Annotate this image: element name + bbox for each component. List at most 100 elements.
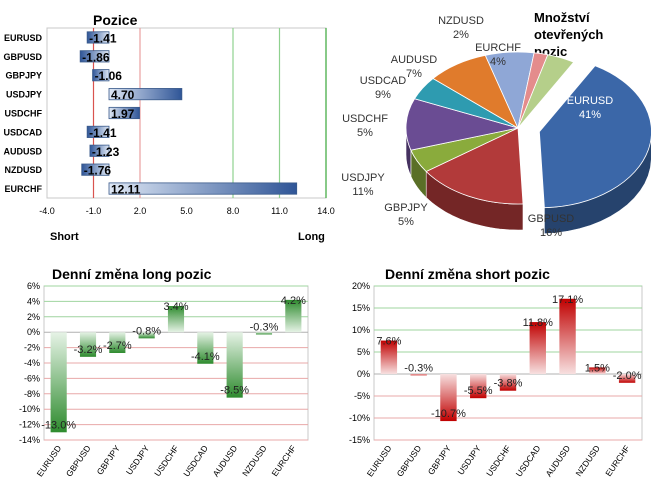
x-category-label: USDJPY	[124, 443, 152, 476]
bar-value-label: 11.8%	[523, 317, 554, 329]
position-value-label: -1.23	[92, 145, 120, 159]
x-category-label: EURCHF	[269, 443, 298, 478]
daily-change-bar	[499, 374, 517, 391]
bar-value-label: 1.5%	[585, 362, 610, 374]
pie-label: EURUSD	[567, 95, 614, 107]
pie-label: GBPUSD	[528, 213, 575, 225]
x-tick-label: 2.0	[134, 206, 147, 216]
daily-change-bar	[285, 299, 302, 333]
pie-title-line: Množství	[534, 10, 590, 25]
category-label: GBPUSD	[3, 52, 42, 62]
bar-value-label: -5.5%	[464, 385, 493, 397]
pie-label: AUDUSD	[391, 54, 438, 66]
category-label: USDCAD	[3, 127, 42, 137]
y-tick-label: -6%	[24, 373, 40, 383]
y-tick-label: -5%	[354, 391, 370, 401]
x-tick-label: 5.0	[180, 206, 193, 216]
position-bar	[86, 125, 110, 138]
daily-change-bar	[50, 332, 67, 433]
y-tick-label: 15%	[352, 303, 370, 313]
y-tick-label: -8%	[24, 389, 40, 399]
daily-short-change-chart: Denní změna short pozic 20% 15% 10% 5% 0% -5% -…	[349, 266, 643, 479]
category-label: EURUSD	[4, 33, 43, 43]
bar-value-label: 3.4%	[163, 301, 188, 313]
daily-chart-title: Denní změna long pozic	[52, 266, 212, 282]
daily-change-bar	[167, 306, 185, 333]
daily-change-bar	[559, 298, 576, 374]
x-category-label: USDJPY	[455, 443, 483, 476]
bar-value-label: -13.0%	[41, 419, 76, 431]
position-value-label: -1.06	[95, 69, 123, 83]
y-tick-label: 0%	[27, 327, 40, 337]
pie-title-line: otevřených	[534, 27, 603, 42]
x-category-label: GBPUSD	[64, 443, 93, 478]
daily-change-bar	[255, 332, 273, 335]
daily-change-bar	[380, 340, 398, 374]
daily-long-change-panel: Denní změna long pozic 6% 4% 2% 0% -2% -4% -6% -…	[0, 262, 320, 492]
bar-value-label: 7.6%	[376, 336, 401, 348]
daily-change-bar	[618, 374, 636, 383]
y-tick-label: -12%	[19, 420, 40, 430]
y-tick-label: -15%	[349, 435, 370, 445]
daily-chart-title: Denní změna short pozic	[385, 266, 550, 282]
pie-slice-eurusd	[538, 65, 651, 209]
pie-label: USDCHF	[342, 113, 388, 125]
y-tick-label: -14%	[19, 435, 40, 445]
x-category-label: USDCHF	[484, 443, 513, 478]
plot-area	[373, 285, 643, 441]
daily-short-change-panel: Denní změna short pozic 20% 15% 10% 5% 0% -5% -…	[330, 262, 651, 492]
category-label: NZDUSD	[5, 165, 43, 175]
position-value-label: 4.70	[111, 88, 135, 102]
x-category-label: EURCHF	[603, 443, 632, 478]
bar-value-label: -3.8%	[494, 378, 523, 390]
positions-chart: Pozice -4.0 -1.0 2.0 5.0 8.0 11.0 14.0 Short Long…	[3, 12, 334, 243]
positions-chart-panel: Pozice -4.0 -1.0 2.0 5.0 8.0 11.0 14.0 Short Long…	[0, 0, 340, 250]
pie-percent: 9%	[375, 89, 391, 101]
x-category-label: AUDUSD	[211, 443, 240, 478]
daily-change-bar	[529, 322, 546, 374]
pie-percent: 2%	[453, 29, 469, 41]
open-positions-pie-panel: Množství otevřených pozic EURUSD 41% GBPUSD 16…	[340, 0, 651, 250]
position-value-label: -1.86	[82, 50, 110, 64]
x-category-label: USDCHF	[152, 443, 181, 478]
y-tick-label: 5%	[357, 347, 370, 357]
y-tick-label: -4%	[24, 358, 40, 368]
bar-value-label: -4.1%	[191, 351, 220, 363]
category-label: USDJPY	[6, 90, 42, 100]
pie-slice-eurchf	[517, 54, 575, 129]
pie-label: GBPJPY	[384, 202, 428, 214]
x-category-label: NZDUSD	[573, 443, 602, 478]
pie-percent: 16%	[540, 227, 562, 239]
pie-label: USDCAD	[360, 75, 407, 87]
position-value-label: -1.41	[89, 31, 117, 45]
x-category-label: GBPJPY	[95, 443, 123, 476]
y-tick-label: -2%	[24, 343, 40, 353]
x-tick-label: -1.0	[86, 206, 102, 216]
pie-label: USDJPY	[341, 172, 385, 184]
positions-chart-title: Pozice	[93, 12, 138, 28]
y-tick-label: 2%	[27, 312, 40, 322]
y-tick-label: -10%	[19, 404, 40, 414]
daily-long-change-chart: Denní změna long pozic 6% 4% 2% 0% -2% -4% -6% -…	[19, 266, 309, 479]
bar-value-label: -3.2%	[74, 344, 103, 356]
y-tick-label: 6%	[27, 281, 40, 291]
daily-change-bar	[410, 374, 427, 376]
y-tick-label: -10%	[349, 413, 370, 423]
daily-change-bar	[470, 374, 487, 399]
bar-value-label: 17.1%	[552, 294, 583, 306]
position-bar	[108, 182, 298, 195]
x-tick-label: -4.0	[39, 206, 55, 216]
bar-value-label: -0.3%	[404, 362, 433, 374]
bar-value-label: -8.5%	[220, 385, 249, 397]
daily-change-bar	[79, 332, 97, 357]
pie-percent: 11%	[352, 186, 373, 198]
x-category-label: EURUSD	[35, 443, 64, 478]
position-value-label: 12.11	[111, 183, 141, 197]
bar-value-label: -0.3%	[250, 322, 279, 334]
position-bar	[79, 50, 110, 63]
open-positions-pie-chart: MnožstvíotevřenýchpozicEURUSD41%GBPUSD16…	[341, 10, 651, 239]
bar-value-label: 4.2%	[281, 295, 306, 307]
x-category-label: GBPUSD	[395, 443, 424, 478]
position-bar	[81, 163, 110, 176]
pie-percent: 7%	[406, 68, 422, 80]
